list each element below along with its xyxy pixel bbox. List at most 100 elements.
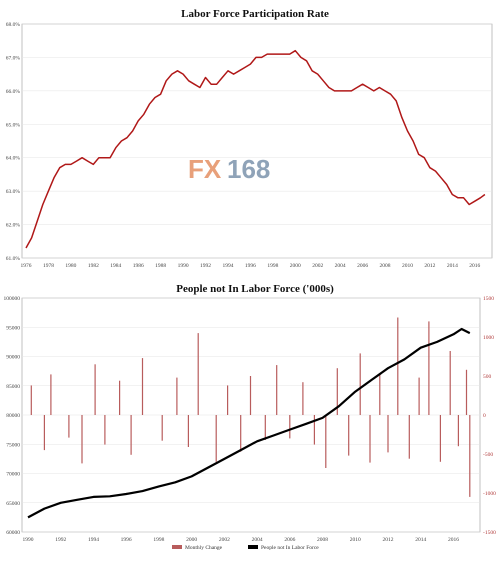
chart1-x-tick-label: 1986 — [133, 263, 144, 269]
chart2-bar — [215, 415, 217, 462]
chart2-bar — [249, 376, 252, 415]
chart2-x-tick-label: 1998 — [153, 537, 164, 543]
watermark-prefix: FX — [188, 154, 222, 184]
chart2-left-y-tick-label: 100000 — [4, 296, 21, 302]
chart1-y-tick-label: 67.0% — [6, 55, 21, 61]
chart2-right-y-tick-label: 500 — [483, 374, 492, 380]
chart2-bar — [379, 373, 381, 415]
chart2-right-y-tick-label: 0 — [483, 413, 486, 419]
chart2-bar — [187, 415, 189, 447]
chart1-y-tick-label: 61.0% — [6, 256, 21, 262]
chart1-x-tick-label: 2002 — [312, 263, 323, 269]
chart2-bar — [94, 364, 96, 415]
chart2-bar — [276, 365, 278, 415]
chart2-right-y-tick-label: 1000 — [483, 335, 494, 341]
chart1-x-tick-label: 1988 — [155, 263, 166, 269]
chart2-x-tick-label: 1996 — [121, 537, 132, 543]
chart2-left-y-tick-label: 60000 — [6, 530, 20, 536]
chart2-bar — [465, 369, 468, 415]
chart1-x-tick-label: 2000 — [290, 263, 301, 269]
chart2-bar — [240, 415, 242, 452]
chart2-x-tick-label: 2016 — [448, 537, 459, 543]
chart2-x-tick-label: 1992 — [55, 537, 66, 543]
chart2-legend: Monthly Change People not In Labor Force — [172, 545, 319, 551]
chart2-bar — [81, 415, 83, 464]
chart2-bar — [197, 333, 199, 415]
chart2-right-y-tick-label: -1500 — [483, 530, 496, 536]
chart1-x-tick-label: 2016 — [469, 263, 480, 269]
chart2-bar — [43, 415, 45, 451]
chart2-x-tick-label: 2010 — [350, 537, 361, 543]
chart2-bar — [313, 415, 315, 445]
chart2-series-line — [27, 327, 471, 519]
chart2-bar — [369, 415, 371, 463]
chart2-bar — [418, 377, 420, 415]
chart1-x-tick-label: 2008 — [380, 263, 391, 269]
chart1-y-tick-label: 66.0% — [6, 89, 21, 95]
chart1-x-tick-label: 2006 — [357, 263, 368, 269]
chart1-x-tick-label: 1998 — [267, 263, 278, 269]
chart2-bar — [264, 415, 266, 440]
chart1-x-tick-label: 2010 — [402, 263, 413, 269]
chart2-right-y-tick-label: -1000 — [483, 491, 496, 497]
chart2-bar — [449, 351, 451, 415]
chart2-bar — [439, 415, 441, 462]
chart2-bar — [469, 415, 471, 497]
chart2-bars — [30, 317, 471, 497]
chart1-x-tick-label: 2004 — [335, 263, 346, 269]
chart2-right-y-tick-label: 1500 — [483, 296, 494, 302]
chart2-title: People not In Labor Force ('000s) — [176, 283, 334, 295]
chart1-y-tick-label: 62.0% — [6, 223, 21, 229]
chart2-bar — [302, 382, 304, 415]
chart2-bar — [141, 358, 144, 415]
chart1-x-tick-label: 1990 — [178, 263, 189, 269]
chart2-bar — [428, 321, 430, 415]
chart2-bar — [457, 415, 459, 447]
chart2-bar — [176, 377, 178, 415]
chart1-x-tick-label: 1996 — [245, 263, 256, 269]
chart2-left-y-ticks: 60000 65000 70000 75000 80000 85000 90000 95000… — [4, 296, 21, 536]
chart2-bar — [336, 368, 338, 415]
chart1-x-tick-label: 1980 — [65, 263, 76, 269]
chart1-y-ticks: 61.0% 62.0% 63.0% 64.0% 65.0% 66.0% 67.0% 68.0% — [6, 22, 21, 262]
chart1-gridlines — [22, 23, 492, 259]
chart2-bar — [289, 415, 291, 439]
chart2-x-tick-label: 2006 — [284, 537, 295, 543]
chart2-left-y-tick-label: 95000 — [6, 325, 20, 331]
chart2-x-tick-label: 2000 — [186, 537, 197, 543]
chart2-x-tick-label: 2014 — [415, 537, 426, 543]
chart1-series-line — [25, 49, 486, 249]
chart2-bar — [119, 380, 121, 415]
chart2-bar — [408, 415, 410, 459]
watermark: FX 168 — [188, 154, 270, 184]
chart1-frame — [21, 23, 493, 259]
legend-swatch-monthly-change — [172, 545, 182, 549]
chart1-x-tick-label: 1994 — [222, 263, 233, 269]
chart2-right-y-tick-label: -500 — [483, 452, 493, 458]
chart1-x-tick-label: 2014 — [447, 263, 458, 269]
chart2-bar — [397, 317, 399, 415]
watermark-suffix: 168 — [227, 154, 270, 184]
chart2-left-y-tick-label: 85000 — [6, 384, 20, 390]
chart2-x-tick-label: 2012 — [383, 537, 394, 543]
chart2-bar — [359, 353, 361, 415]
chart1-x-tick-label: 1984 — [110, 263, 121, 269]
chart1-x-tick-label: 1982 — [88, 263, 99, 269]
chart1-x-tick-label: 1978 — [43, 263, 54, 269]
chart2-right-y-ticks: -1500 -1000 -500 0 500 1000 1500 — [483, 296, 496, 536]
chart2-left-y-tick-label: 90000 — [6, 355, 20, 361]
chart2-bar — [50, 374, 52, 415]
chart2-x-tick-label: 2004 — [252, 537, 263, 543]
chart1-x-ticks: 1976 1978 1980 1982 1984 1986 1988 1990 1992 1994… — [21, 263, 481, 269]
chart2-bar — [325, 415, 327, 468]
legend-label-monthly-change: Monthly Change — [185, 545, 223, 551]
chart1-x-tick-label: 2012 — [424, 263, 435, 269]
chart2-bar — [161, 415, 163, 441]
chart2-bar — [227, 385, 229, 415]
chart1-y-tick-label: 64.0% — [6, 156, 21, 162]
chart2-x-tick-label: 2008 — [317, 537, 328, 543]
chart2-left-y-tick-label: 80000 — [6, 413, 20, 419]
chart2-bar — [387, 415, 389, 453]
